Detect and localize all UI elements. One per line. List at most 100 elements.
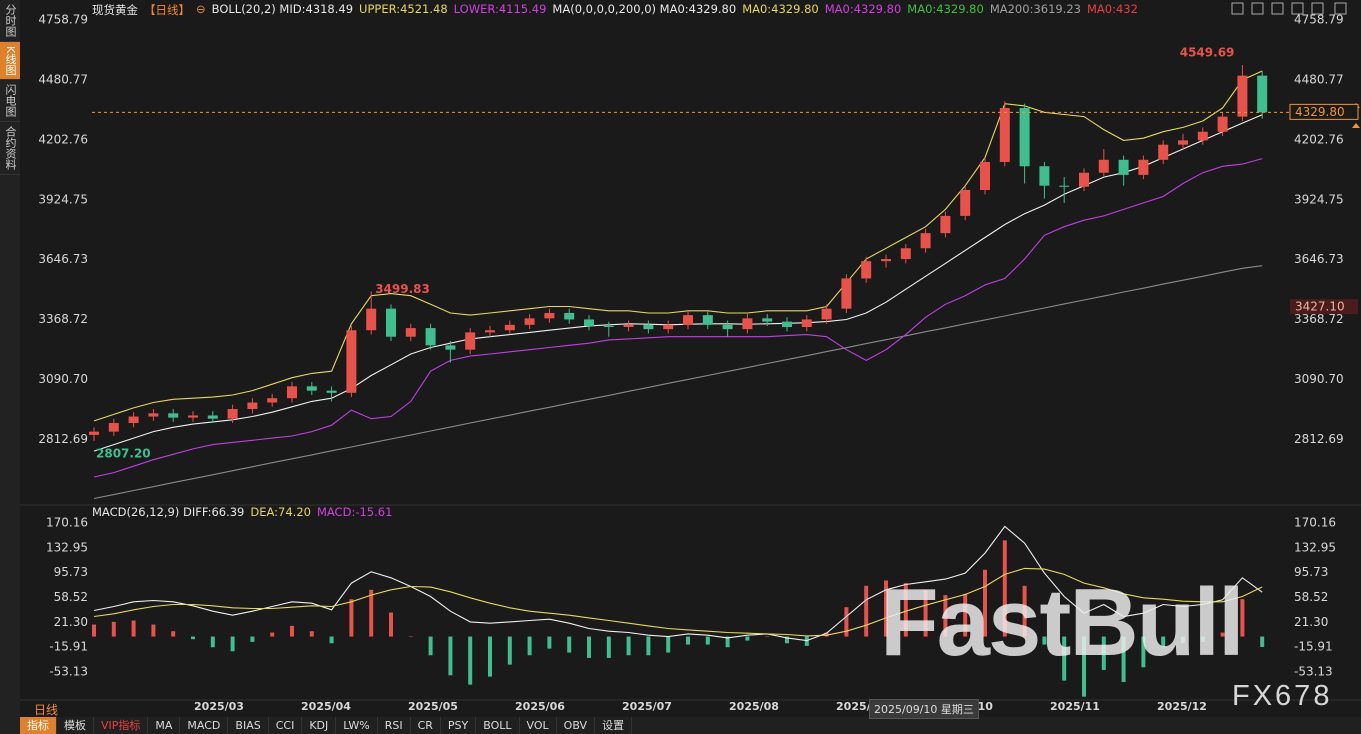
macd-bar	[1082, 636, 1086, 697]
x-tick-label: 2025/05	[408, 700, 458, 713]
candle-body	[108, 423, 119, 432]
macd-bar	[369, 589, 374, 637]
price-arrow	[1352, 123, 1360, 128]
candle-body	[1217, 116, 1228, 132]
macd-bar	[785, 636, 789, 644]
icon[interactable]	[1291, 2, 1304, 15]
indicator-line	[93, 70, 1263, 422]
macd-bar	[1062, 636, 1067, 681]
candle-body	[207, 415, 218, 419]
candle-body	[247, 402, 258, 409]
watermark: FastBull	[880, 569, 1245, 676]
indicator-line	[93, 114, 1263, 452]
macd-legend: MACD(26,12,9) DIFF:66.39 DEA:74.20 MACD:-1…	[92, 505, 392, 519]
macd-bar	[488, 636, 492, 677]
y-tick-label: 4480.77	[1294, 72, 1344, 86]
macd-line	[93, 525, 1263, 642]
legend-item: UPPER:4521.48	[359, 2, 448, 16]
icon[interactable]	[1334, 2, 1347, 15]
toolbar-item[interactable]: VIP指标	[94, 717, 149, 734]
icon[interactable]	[1251, 2, 1264, 15]
candle-body	[960, 189, 971, 216]
side-tab[interactable]: 闪电图	[0, 80, 20, 123]
side-tab[interactable]: 合约资料	[0, 122, 20, 176]
candle-body	[1178, 140, 1188, 145]
toolbar-item[interactable]: PSY	[441, 717, 477, 734]
y-tick-label: -15.91	[49, 640, 88, 654]
candle-body	[386, 308, 396, 337]
legend-item: 现货黄金	[92, 3, 138, 17]
candle-body	[881, 259, 891, 262]
toolbar-item[interactable]: MACD	[180, 717, 229, 734]
candle-body	[227, 408, 238, 419]
macd-bar	[983, 569, 987, 637]
legend-item: MA0:432	[1087, 2, 1138, 16]
toolbar-item[interactable]: OBV	[557, 717, 596, 734]
y-tick-label: 170.16	[46, 515, 88, 529]
annotation: 3499.83	[375, 282, 430, 296]
macd-line	[93, 567, 1263, 637]
candle-body	[999, 108, 1010, 162]
candle-body	[89, 431, 99, 435]
candle-body	[1039, 166, 1050, 186]
toolbar-item[interactable]: 模板	[57, 717, 94, 734]
toolbar-item[interactable]: 指标	[20, 717, 57, 734]
icon[interactable]	[1271, 2, 1284, 15]
candle-body	[643, 324, 654, 330]
candle-body	[861, 261, 872, 279]
candle-body	[722, 324, 733, 330]
candle-body	[504, 324, 515, 331]
macd-bar	[686, 636, 690, 645]
annotation: 4549.69	[1180, 45, 1235, 59]
legend-item: DEA:74.20	[250, 505, 311, 519]
toolbar-item[interactable]: CR	[411, 717, 441, 734]
main-legend: 现货黄金 【日线】 ⊖ BOLL(20,2) MID:4318.49 UPPER:452…	[92, 2, 1138, 18]
toolbar-item[interactable]: LW%	[336, 717, 378, 734]
candle-body	[1098, 159, 1109, 173]
sidebar: 分时图 K线图 闪电图 合约资料	[0, 0, 20, 734]
candle-body	[128, 416, 139, 424]
legend-item: ⊖	[196, 2, 206, 16]
candle-body	[1059, 185, 1070, 187]
icon[interactable]	[1231, 2, 1244, 15]
toolbar-item[interactable]: 设置	[595, 717, 633, 734]
macd-bar	[131, 620, 136, 637]
candle-body	[841, 278, 852, 309]
x-tick-label: 2025/04	[301, 700, 351, 713]
period-label[interactable]: 日线	[34, 703, 59, 717]
macd-bar	[1200, 636, 1205, 642]
macd-bar	[171, 631, 176, 637]
macd-bar	[567, 636, 572, 653]
side-tab[interactable]: K线图	[0, 42, 20, 81]
side-tab[interactable]: 分时图	[0, 0, 20, 42]
icon[interactable]	[1311, 2, 1324, 15]
y-tick-label: 3090.70	[1294, 372, 1344, 386]
toolbar-item[interactable]: VOL	[520, 717, 557, 734]
candle-body	[544, 312, 555, 319]
toolbar-item[interactable]: MA	[148, 717, 181, 734]
macd-bar	[903, 583, 908, 637]
candle-body	[1197, 131, 1208, 141]
legend-item: MA0:4329.80	[907, 2, 984, 16]
legend-item: BOLL(20,2) MID:4318.49	[211, 2, 354, 16]
candle-body	[465, 332, 476, 350]
macd-bar	[527, 636, 532, 656]
macd-bar	[923, 589, 928, 637]
macd-bar	[329, 636, 334, 644]
legend-item: MA0:4329.80	[742, 2, 819, 16]
candle-body	[920, 233, 931, 249]
candle-body	[148, 413, 159, 417]
macd-bar	[765, 636, 770, 638]
toolbar-item[interactable]: CCI	[269, 717, 303, 734]
toolbar-item[interactable]: BOLL	[476, 717, 520, 734]
candle-body	[980, 161, 990, 190]
legend-item: MA(0,0,0,0,200,0) MA0:4329.80	[552, 2, 737, 16]
toolbar-item[interactable]: BIAS	[228, 717, 269, 734]
toolbar-item[interactable]: RSI	[378, 717, 411, 734]
toolbar-item[interactable]: KDJ	[302, 717, 337, 734]
macd-bar	[646, 636, 651, 656]
candle-body	[1118, 159, 1129, 175]
marker-price-box	[1290, 299, 1358, 315]
macd-bar	[1240, 599, 1245, 637]
y-tick-label: 95.73	[54, 565, 88, 579]
